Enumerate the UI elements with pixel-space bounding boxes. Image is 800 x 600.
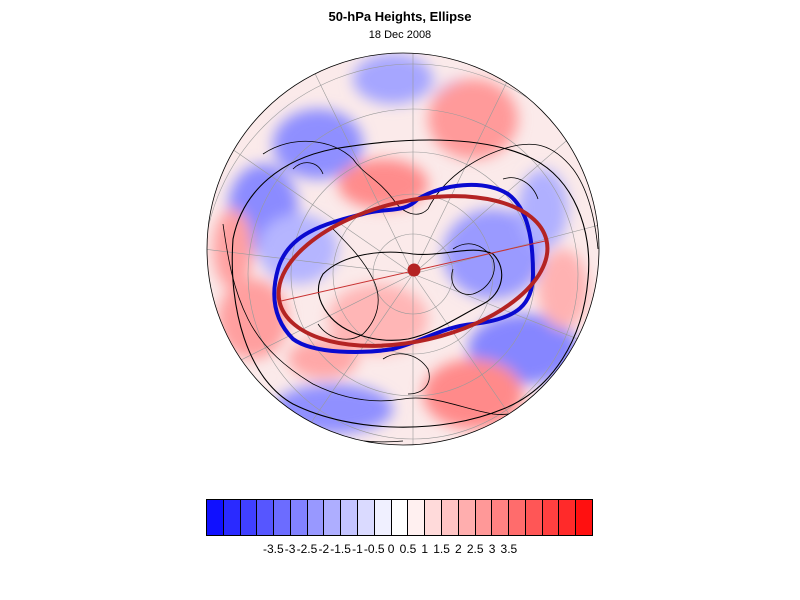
colorbar-swatch (307, 500, 325, 535)
colorbar-tick-label: 2.5 (466, 542, 484, 556)
colorbar-swatch (207, 500, 224, 535)
map-title: 50-hPa Heights, Ellipse (328, 9, 472, 24)
colorbar-swatch (408, 500, 426, 535)
colorbar-tick-label: -0.5 (363, 542, 385, 556)
colorbar-swatch (240, 500, 258, 535)
colorbar-tick-label: -3.5 (262, 542, 284, 556)
colorbar-tick-label: 0.5 (399, 542, 417, 556)
colorbar-tick-label: 2 (455, 542, 462, 556)
colorbar-tick-label: -2.5 (296, 542, 318, 556)
colorbar-tick-label: -1.5 (330, 542, 351, 556)
colorbar-labels: -3.5 -3 -2.5 -2 -1.5 -1 -0.5 0 0.5 1 1.5 2 2.5 3 3.5 (206, 542, 593, 560)
ellipse-center-marker (407, 263, 421, 277)
colorbar-tick-label: 1 (421, 542, 429, 556)
colorbar-tick-label: 3 (488, 542, 496, 556)
colorbar-swatch (542, 500, 560, 535)
colorbar-swatch (391, 500, 409, 535)
colorbar-tick-label: 0 (387, 542, 395, 556)
colorbar-swatch (559, 500, 577, 535)
colorbar-tick-label: -2 (318, 542, 330, 556)
colorbar-tick-label: 1.5 (433, 542, 450, 556)
colorbar-swatch (341, 500, 359, 535)
polar-map (203, 49, 603, 449)
polar-map-canvas (206, 52, 600, 446)
colorbar (206, 499, 593, 536)
colorbar-tick-label: 3.5 (500, 542, 518, 556)
colorbar-swatch (458, 500, 476, 535)
colorbar-swatch (274, 500, 291, 535)
colorbar-swatch (257, 500, 275, 535)
colorbar-swatch (223, 500, 241, 535)
colorbar-swatch (509, 500, 526, 535)
colorbar-swatch (525, 500, 543, 535)
colorbar-swatch (324, 500, 342, 535)
colorbar-swatch (290, 500, 308, 535)
blue-height-contour (272, 182, 536, 354)
colorbar-swatch (492, 500, 510, 535)
colorbar-swatch (576, 500, 592, 535)
height-contours (231, 139, 590, 428)
colorbar-tick-label: -3 (284, 542, 296, 556)
colorbar-swatch (374, 500, 392, 535)
colorbar-swatch (425, 500, 442, 535)
colorbar-swatch (475, 500, 493, 535)
map-boundary (206, 52, 600, 446)
fitted-ellipse (276, 194, 550, 348)
colorbar-tick-label: -1 (352, 542, 363, 556)
colorbar-swatch (358, 500, 375, 535)
map-date: 18 Dec 2008 (368, 29, 432, 41)
anomaly-field (207, 53, 599, 445)
colorbar-swatch (441, 500, 459, 535)
